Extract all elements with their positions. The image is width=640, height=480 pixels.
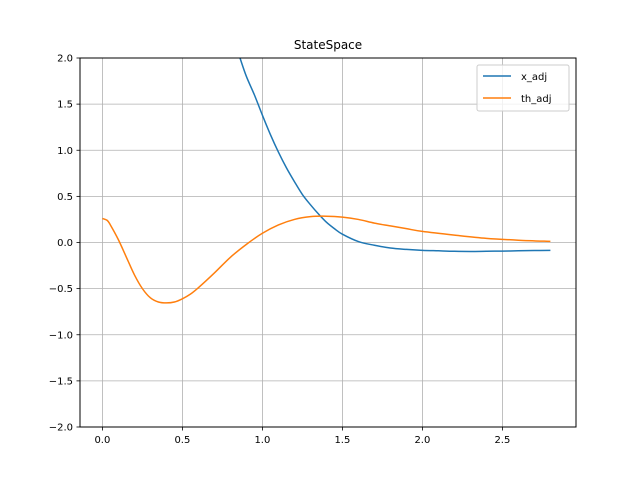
y-tick-label: −1.0: [49, 330, 73, 341]
x-tick-label: 1.5: [334, 435, 350, 446]
legend-label-th-adj: th_adj: [521, 94, 552, 105]
legend: x_adj th_adj: [476, 64, 570, 112]
series-line-th-adj: [102, 215, 551, 304]
y-tick-label: −0.5: [49, 284, 73, 295]
y-tick-label: 1.0: [57, 146, 73, 157]
x-tick-label: 2.0: [414, 435, 430, 446]
y-tick-label: −1.5: [49, 376, 73, 387]
x-tick-label: 1.0: [254, 435, 270, 446]
plot-area: [102, 58, 551, 304]
x-tick-label: 0.0: [94, 435, 110, 446]
y-tick-label: 0.5: [57, 192, 73, 203]
legend-label-x-adj: x_adj: [521, 72, 547, 83]
series-line-x-adj: [239, 58, 551, 253]
y-tick-label: 1.5: [57, 100, 73, 111]
x-tick-label: 0.5: [174, 435, 190, 446]
y-tick-label: −2.0: [49, 423, 73, 434]
y-axis: −2.0 −1.5 −1.0 −0.5 0.0 0.5 1.0 1.5 2.0: [49, 54, 80, 434]
y-tick-label: 2.0: [57, 54, 73, 65]
chart-title: StateSpace: [294, 38, 362, 52]
y-tick-label: 0.0: [57, 238, 73, 249]
x-axis: 0.0 0.5 1.0 1.5 2.0 2.5: [94, 427, 510, 446]
series-lines: [102, 58, 551, 304]
x-tick-label: 2.5: [494, 435, 510, 446]
